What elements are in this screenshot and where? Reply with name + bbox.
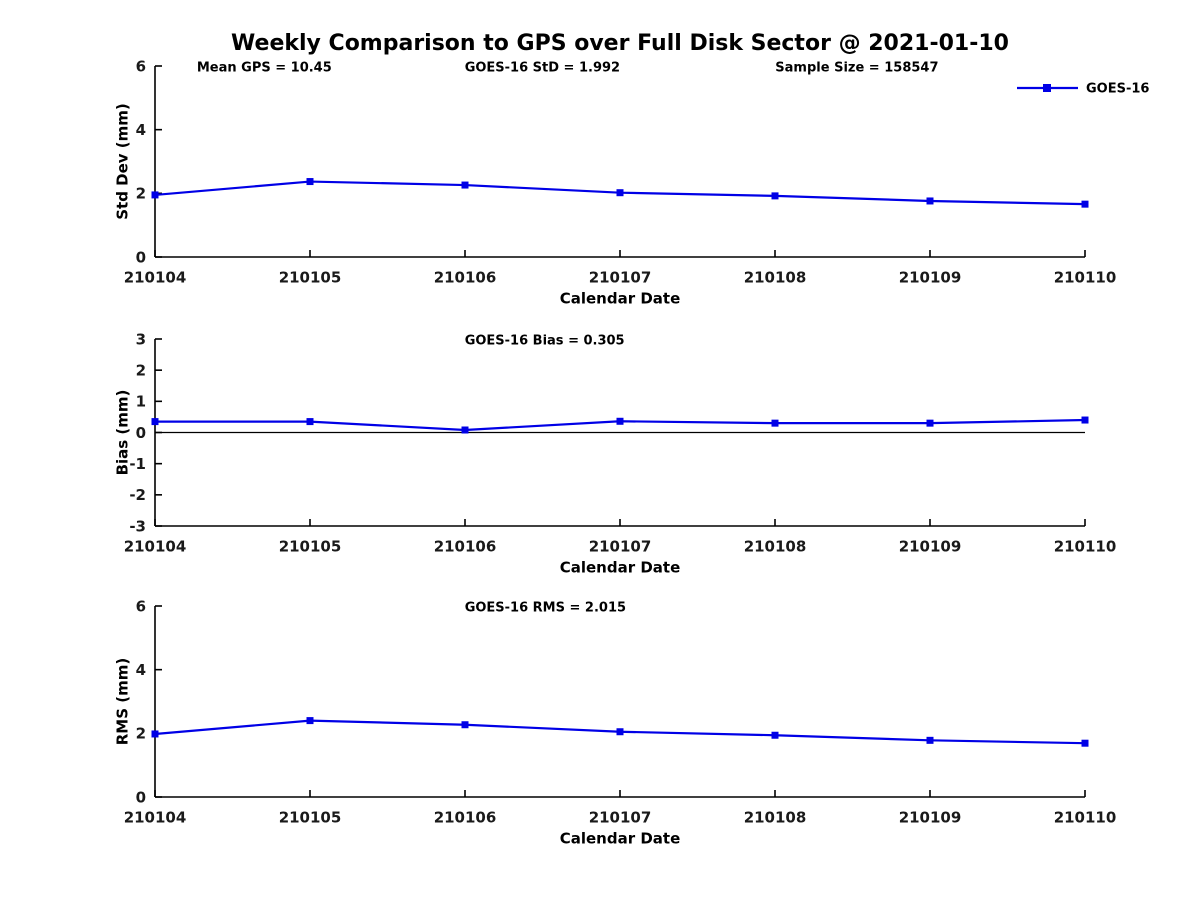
data-point-marker — [771, 419, 779, 427]
y-tick-label: -3 — [129, 517, 146, 535]
y-axis-title: RMS (mm) — [113, 658, 131, 745]
x-tick-label: 210108 — [744, 537, 807, 555]
x-tick-label: 210110 — [1054, 808, 1117, 826]
y-tick-label: -1 — [129, 455, 146, 473]
data-point-marker — [306, 178, 314, 186]
data-point-marker — [616, 189, 624, 197]
x-tick-label: 210110 — [1054, 537, 1117, 555]
annotation-text: Mean GPS = 10.45 — [197, 61, 332, 76]
x-axis-title: Calendar Date — [560, 829, 681, 847]
data-point-marker — [306, 418, 314, 426]
legend-marker — [1043, 84, 1051, 92]
annotation-text: GOES-16 Bias = 0.305 — [465, 334, 625, 349]
chart-rms: 0 2 4 6 210104 210105 210106 210107 210108 210109… — [113, 597, 1116, 847]
y-tick-label: 1 — [136, 393, 146, 411]
data-point-marker — [151, 191, 159, 199]
data-point-marker — [1081, 739, 1089, 747]
y-tick-label: 6 — [136, 597, 146, 615]
data-point-marker — [461, 721, 469, 729]
y-tick-label: 0 — [136, 424, 146, 442]
chart-std-dev: 0 2 4 6 210104 210105 210106 210107 210108 210109… — [113, 57, 1149, 307]
x-tick-label: 210105 — [279, 808, 342, 826]
data-point-marker — [306, 717, 314, 725]
data-point-marker — [616, 417, 624, 425]
x-tick-label: 210110 — [1054, 268, 1117, 286]
legend-label: GOES-16 — [1086, 82, 1149, 97]
x-tick-label: 210109 — [899, 808, 962, 826]
y-tick-label: 0 — [136, 788, 146, 806]
data-point-marker — [151, 730, 159, 738]
chart-bias: -3 -2 -1 0 1 2 3 210104 210105 210106 210107 210108… — [113, 330, 1116, 576]
y-tick-label: 4 — [136, 661, 146, 679]
figure-title: Weekly Comparison to GPS over Full Disk … — [231, 31, 1009, 56]
x-tick-label: 210109 — [899, 537, 962, 555]
x-tick-label: 210104 — [124, 537, 187, 555]
data-point-marker — [1081, 200, 1089, 208]
y-tick-label: 2 — [136, 185, 146, 203]
x-tick-label: 210104 — [124, 808, 187, 826]
annotation-text: GOES-16 StD = 1.992 — [465, 61, 620, 76]
y-tick-label: 0 — [136, 248, 146, 266]
data-point-marker — [771, 192, 779, 200]
x-tick-label: 210107 — [589, 268, 652, 286]
y-axis-title: Bias (mm) — [113, 390, 131, 476]
annotation-text: GOES-16 RMS = 2.015 — [465, 601, 626, 616]
data-point-marker — [461, 181, 469, 189]
x-tick-label: 210106 — [434, 268, 497, 286]
x-tick-label: 210108 — [744, 268, 807, 286]
x-tick-label: 210106 — [434, 808, 497, 826]
x-tick-label: 210107 — [589, 537, 652, 555]
x-tick-label: 210104 — [124, 268, 187, 286]
x-tick-label: 210105 — [279, 268, 342, 286]
data-point-marker — [926, 736, 934, 744]
data-point-marker — [151, 418, 159, 426]
y-tick-label: 4 — [136, 121, 146, 139]
data-point-marker — [926, 197, 934, 205]
annotation-text: Sample Size = 158547 — [775, 61, 938, 76]
x-tick-label: 210107 — [589, 808, 652, 826]
x-tick-label: 210109 — [899, 268, 962, 286]
data-point-marker — [1081, 416, 1089, 424]
y-tick-label: 2 — [136, 725, 146, 743]
y-axis-title: Std Dev (mm) — [113, 103, 131, 220]
y-tick-label: 6 — [136, 57, 146, 75]
data-point-marker — [461, 426, 469, 434]
y-tick-label: 2 — [136, 361, 146, 379]
y-tick-label: -2 — [129, 486, 146, 504]
y-tick-label: 3 — [136, 330, 146, 348]
x-axis-title: Calendar Date — [560, 558, 681, 576]
x-tick-label: 210106 — [434, 537, 497, 555]
x-tick-label: 210105 — [279, 537, 342, 555]
x-axis-title: Calendar Date — [560, 289, 681, 307]
data-point-marker — [926, 419, 934, 427]
data-point-marker — [616, 728, 624, 736]
data-point-marker — [771, 731, 779, 739]
x-tick-label: 210108 — [744, 808, 807, 826]
